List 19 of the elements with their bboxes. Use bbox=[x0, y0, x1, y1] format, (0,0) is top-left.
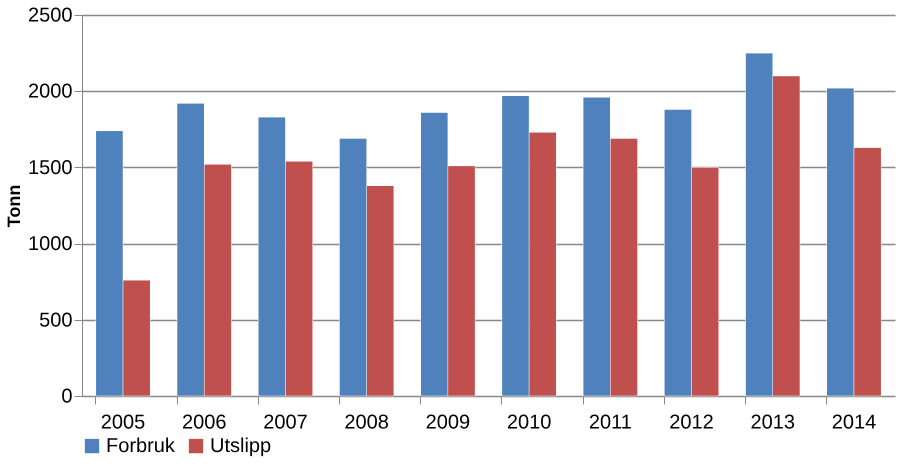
y-tick-label: 2500 bbox=[28, 4, 72, 26]
y-tick-label: 0 bbox=[61, 386, 72, 408]
y-axis-title: Tonn bbox=[4, 184, 24, 228]
y-tick-label: 1000 bbox=[28, 233, 72, 256]
x-tick-label: 2009 bbox=[426, 412, 470, 434]
legend-label: Forbruk bbox=[106, 435, 176, 458]
legend-label: Utslipp bbox=[210, 435, 272, 458]
x-tick-label: 2008 bbox=[344, 412, 389, 434]
y-tick-label: 1500 bbox=[28, 156, 72, 179]
x-tick-label: 2007 bbox=[263, 412, 308, 434]
x-tick-label: 2010 bbox=[506, 412, 552, 434]
x-tick-label: 2012 bbox=[669, 412, 714, 434]
x-tick-label: 2006 bbox=[182, 412, 226, 434]
x-tick-label: 2011 bbox=[588, 412, 632, 434]
x-tick-label: 2013 bbox=[750, 412, 796, 434]
x-tick-label: 2014 bbox=[832, 412, 876, 434]
x-tick-label: 2005 bbox=[100, 412, 146, 434]
y-tick-label: 2000 bbox=[28, 80, 72, 103]
y-tick-label: 500 bbox=[39, 309, 72, 332]
